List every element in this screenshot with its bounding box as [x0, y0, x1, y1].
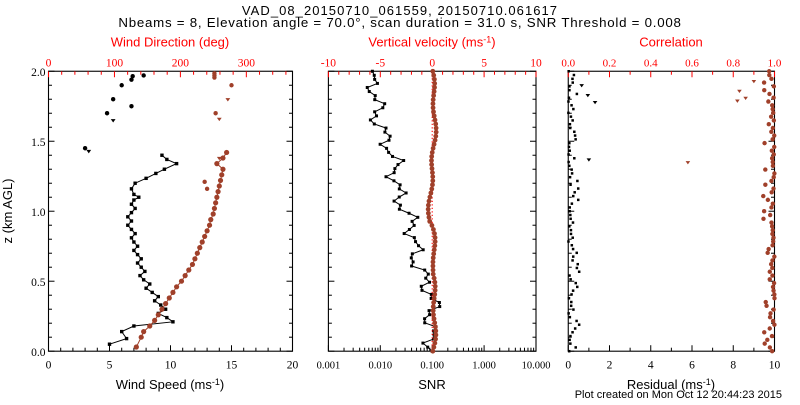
- svg-text:Wind Direction (deg): Wind Direction (deg): [111, 35, 230, 50]
- svg-text:Correlation: Correlation: [639, 35, 703, 50]
- svg-text:-10: -10: [321, 58, 337, 70]
- svg-text:1.0: 1.0: [768, 58, 782, 70]
- svg-text:8: 8: [730, 359, 736, 371]
- svg-text:1.000: 1.000: [472, 360, 496, 371]
- svg-text:200: 200: [172, 58, 190, 70]
- svg-text:0.4: 0.4: [644, 58, 658, 70]
- svg-text:0: 0: [429, 58, 435, 70]
- svg-text:20: 20: [287, 359, 299, 371]
- svg-text:Wind Speed (ms-1): Wind Speed (ms-1): [116, 377, 224, 392]
- svg-text:0.2: 0.2: [603, 58, 617, 70]
- svg-text:0: 0: [46, 359, 52, 371]
- svg-text:-5: -5: [376, 58, 386, 70]
- svg-text:0.001: 0.001: [317, 360, 341, 371]
- svg-text:0.0: 0.0: [31, 347, 46, 359]
- svg-text:2.0: 2.0: [31, 67, 46, 79]
- svg-text:1.0: 1.0: [31, 207, 46, 219]
- svg-text:0: 0: [565, 359, 571, 371]
- svg-text:100: 100: [106, 58, 124, 70]
- svg-text:0.0: 0.0: [561, 58, 575, 70]
- svg-text:z (km AGL): z (km AGL): [0, 178, 15, 243]
- svg-text:Plot created on Mon Oct 12 20:: Plot created on Mon Oct 12 20:44:23 2015: [575, 389, 782, 400]
- svg-text:0.8: 0.8: [726, 58, 740, 70]
- svg-text:SNR: SNR: [418, 377, 445, 392]
- svg-text:300: 300: [238, 58, 256, 70]
- svg-text:2: 2: [607, 359, 613, 371]
- svg-text:0.010: 0.010: [368, 360, 392, 371]
- svg-text:5: 5: [107, 359, 113, 371]
- svg-text:10: 10: [165, 359, 177, 371]
- svg-text:15: 15: [226, 359, 238, 371]
- svg-text:1.5: 1.5: [31, 137, 46, 149]
- svg-text:10: 10: [530, 58, 542, 70]
- svg-text:Nbeams = 8, Elevation angle =: Nbeams = 8, Elevation angle = 70.0°, sca…: [118, 15, 681, 30]
- svg-text:Vertical velocity (ms-1): Vertical velocity (ms-1): [368, 35, 495, 50]
- svg-text:10: 10: [769, 359, 781, 371]
- svg-text:4: 4: [648, 359, 654, 371]
- svg-text:0.100: 0.100: [420, 360, 444, 371]
- svg-text:0.6: 0.6: [685, 58, 699, 70]
- svg-text:6: 6: [689, 359, 695, 371]
- svg-text:5: 5: [481, 58, 487, 70]
- svg-text:0: 0: [46, 58, 52, 70]
- svg-text:10.000: 10.000: [522, 360, 551, 371]
- svg-text:0.5: 0.5: [31, 277, 46, 289]
